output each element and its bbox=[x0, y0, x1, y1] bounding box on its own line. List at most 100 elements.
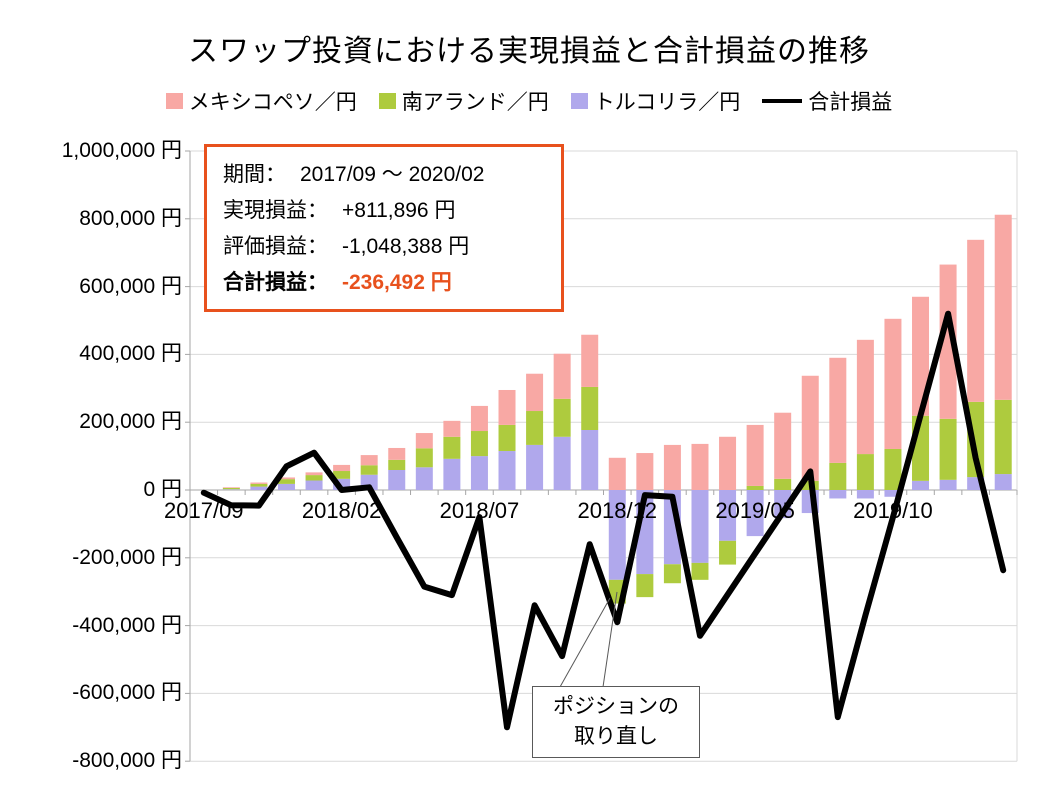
bar-segment bbox=[967, 239, 985, 402]
y-axis-label: 200,000 円 bbox=[79, 410, 182, 434]
total-profit-line bbox=[200, 310, 1007, 731]
y-axis-label: 800,000 円 bbox=[79, 206, 182, 230]
legend-item-mexican-peso: メキシコペソ／円 bbox=[165, 86, 357, 116]
bar-segment bbox=[415, 467, 433, 490]
y-axis-label: -800,000 円 bbox=[72, 749, 182, 773]
y-axis-label: 1,000,000 円 bbox=[61, 139, 182, 162]
bar-segment bbox=[222, 489, 240, 490]
bar-segment bbox=[277, 479, 295, 484]
bar-segment bbox=[526, 411, 544, 445]
bar-segment bbox=[912, 480, 930, 490]
bar-segment bbox=[526, 444, 544, 490]
bar-segment bbox=[691, 443, 709, 490]
bar-segment bbox=[333, 471, 351, 479]
bar-segment bbox=[443, 458, 461, 490]
bar-segment bbox=[277, 477, 295, 480]
bar-segment bbox=[250, 483, 268, 487]
bar-segment bbox=[415, 433, 433, 449]
bar-segment bbox=[774, 478, 792, 490]
info-row-valuation: 評価損益： -1,048,388 円 bbox=[223, 235, 470, 258]
info-row-total: 合計損益： -236,492 円 bbox=[223, 271, 452, 294]
bar-segment bbox=[608, 457, 626, 490]
y-axis-label: -400,000 円 bbox=[72, 613, 182, 637]
bar-segment bbox=[746, 485, 764, 490]
bar-segment bbox=[443, 420, 461, 437]
bar-segment bbox=[250, 482, 268, 484]
bar-segment bbox=[746, 424, 764, 486]
bar-segment bbox=[719, 436, 737, 490]
bar-segment bbox=[719, 540, 737, 565]
bar-segment bbox=[277, 483, 295, 490]
bar-segment bbox=[360, 465, 378, 475]
bar-segment bbox=[829, 357, 847, 463]
bar-segment bbox=[856, 490, 874, 499]
bar-segment bbox=[939, 418, 957, 480]
bar-segment bbox=[663, 564, 681, 584]
legend-swatch-icon bbox=[378, 93, 396, 109]
bar-segment bbox=[856, 339, 874, 455]
bar-segment bbox=[443, 436, 461, 459]
bar-segment bbox=[470, 405, 488, 432]
bar-segment bbox=[939, 264, 957, 419]
y-axis-label: 400,000 円 bbox=[79, 342, 182, 366]
bar-segment bbox=[553, 353, 571, 399]
bar-segment bbox=[856, 454, 874, 490]
bar-segment bbox=[415, 448, 433, 468]
callout-leader-line bbox=[559, 597, 611, 688]
legend-swatch-icon bbox=[570, 93, 588, 109]
bar-segment bbox=[333, 464, 351, 472]
bar-segment bbox=[581, 429, 599, 490]
bar-segment bbox=[305, 475, 323, 481]
bar-segment bbox=[222, 487, 240, 490]
bar-segment bbox=[305, 480, 323, 490]
bar-segment bbox=[608, 490, 626, 580]
bar-segment bbox=[388, 469, 406, 490]
y-axis-label: 0 円 bbox=[143, 478, 182, 501]
bar-segment bbox=[884, 448, 902, 490]
bar-segment bbox=[829, 490, 847, 499]
bar-segment bbox=[691, 562, 709, 580]
x-axis-label: 2018/02 bbox=[301, 498, 382, 523]
bar-segment bbox=[498, 389, 516, 425]
line-marker-icon bbox=[762, 99, 803, 103]
bar-segment bbox=[719, 490, 737, 541]
bar-segment bbox=[884, 490, 902, 497]
bar-segment bbox=[470, 431, 488, 457]
bar-segment bbox=[939, 479, 957, 490]
legend-label: メキシコペソ／円 bbox=[188, 91, 357, 114]
bar-segment bbox=[581, 334, 599, 387]
bar-segment bbox=[553, 436, 571, 490]
y-axis-label: -200,000 円 bbox=[72, 545, 182, 569]
info-row-realized: 実現損益： +811,896 円 bbox=[223, 199, 456, 222]
bar-segment bbox=[526, 373, 544, 412]
legend: メキシコペソ／円 南アランド／円 トルコリラ／円 合計損益 bbox=[0, 86, 1058, 116]
annotation-text-line2: 取り直し bbox=[574, 725, 658, 748]
bar-segment bbox=[305, 472, 323, 476]
legend-label: 南アランド／円 bbox=[401, 91, 549, 114]
bar-segment bbox=[333, 478, 351, 490]
legend-item-turkish-lira: トルコリラ／円 bbox=[570, 86, 741, 116]
bar-segment bbox=[774, 412, 792, 479]
bar-segment bbox=[746, 490, 764, 537]
legend-item-south-african-rand: 南アランド／円 bbox=[378, 86, 549, 116]
legend-label: 合計損益 bbox=[808, 91, 893, 114]
bar-segment bbox=[498, 424, 516, 452]
legend-label: トルコリラ／円 bbox=[593, 91, 741, 114]
bar-segment bbox=[360, 455, 378, 466]
callout-leader-line bbox=[602, 591, 618, 688]
bar-segment bbox=[829, 462, 847, 490]
bar-segment bbox=[994, 474, 1012, 490]
legend-swatch-icon bbox=[165, 93, 183, 109]
bar-segment bbox=[663, 444, 681, 490]
bar-segment bbox=[691, 490, 709, 563]
bar-segment bbox=[388, 459, 406, 470]
bar-segment bbox=[581, 386, 599, 430]
annotation-callout: ポジションの 取り直し bbox=[532, 686, 700, 758]
annotation-text-line1: ポジションの bbox=[553, 695, 679, 718]
bar-segment bbox=[553, 398, 571, 437]
bar-segment bbox=[470, 456, 488, 490]
y-axis-label: 600,000 円 bbox=[79, 274, 182, 298]
